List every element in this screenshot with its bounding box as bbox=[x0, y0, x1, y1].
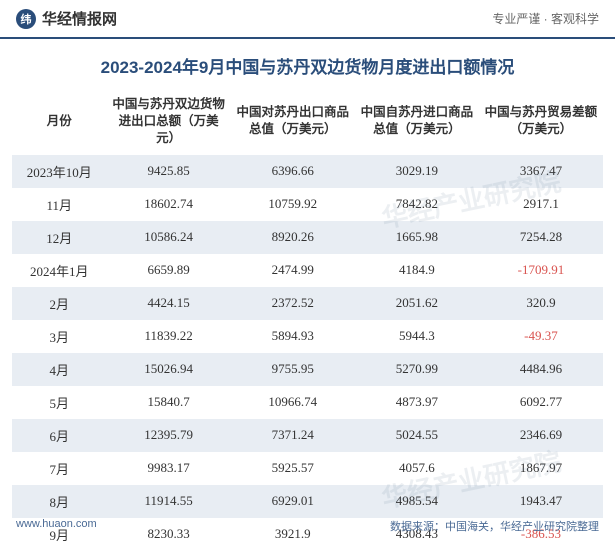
cell-export: 5894.93 bbox=[231, 320, 355, 353]
table-row: 5月15840.710966.744873.976092.77 bbox=[12, 386, 603, 419]
table-row: 2月4424.152372.522051.62320.9 bbox=[12, 287, 603, 320]
cell-balance: 320.9 bbox=[479, 287, 603, 320]
cell-total: 12395.79 bbox=[107, 419, 231, 452]
cell-total: 4424.15 bbox=[107, 287, 231, 320]
cell-total: 9983.17 bbox=[107, 452, 231, 485]
cell-import: 4057.6 bbox=[355, 452, 479, 485]
cell-balance: 1867.97 bbox=[479, 452, 603, 485]
cell-import: 1665.98 bbox=[355, 221, 479, 254]
cell-import: 2051.62 bbox=[355, 287, 479, 320]
table-row: 4月15026.949755.955270.994484.96 bbox=[12, 353, 603, 386]
cell-export: 10966.74 bbox=[231, 386, 355, 419]
page-footer: www.huaon.com 数据来源：中国海关，华经产业研究院整理 bbox=[0, 518, 615, 534]
cell-import: 5024.55 bbox=[355, 419, 479, 452]
col-header-month: 月份 bbox=[12, 88, 107, 155]
page-header: 纬 华经情报网 专业严谨 · 客观科学 bbox=[0, 0, 615, 39]
table-row: 8月11914.556929.014985.541943.47 bbox=[12, 485, 603, 518]
cell-balance: -1709.91 bbox=[479, 254, 603, 287]
cell-import: 5944.3 bbox=[355, 320, 479, 353]
cell-month: 2024年1月 bbox=[12, 254, 107, 287]
cell-month: 4月 bbox=[12, 353, 107, 386]
footer-url: www.huaon.com bbox=[16, 518, 97, 534]
cell-month: 6月 bbox=[12, 419, 107, 452]
cell-import: 4184.9 bbox=[355, 254, 479, 287]
table-row: 11月18602.7410759.927842.822917.1 bbox=[12, 188, 603, 221]
cell-import: 5270.99 bbox=[355, 353, 479, 386]
cell-export: 10759.92 bbox=[231, 188, 355, 221]
tagline: 专业严谨 · 客观科学 bbox=[492, 10, 599, 27]
table-row: 7月9983.175925.574057.61867.97 bbox=[12, 452, 603, 485]
data-table: 月份 中国与苏丹双边货物进出口总额（万美元） 中国对苏丹出口商品总值（万美元） … bbox=[12, 88, 603, 551]
cell-month: 5月 bbox=[12, 386, 107, 419]
cell-month: 2023年10月 bbox=[12, 155, 107, 188]
cell-month: 11月 bbox=[12, 188, 107, 221]
table-container: 月份 中国与苏丹双边货物进出口总额（万美元） 中国对苏丹出口商品总值（万美元） … bbox=[0, 88, 615, 551]
cell-total: 15840.7 bbox=[107, 386, 231, 419]
logo-area: 纬 华经情报网 bbox=[16, 8, 117, 29]
footer-source: 数据来源：中国海关，华经产业研究院整理 bbox=[390, 518, 599, 534]
table-row: 12月10586.248920.261665.987254.28 bbox=[12, 221, 603, 254]
col-header-total: 中国与苏丹双边货物进出口总额（万美元） bbox=[107, 88, 231, 155]
cell-month: 7月 bbox=[12, 452, 107, 485]
cell-total: 11914.55 bbox=[107, 485, 231, 518]
cell-total: 10586.24 bbox=[107, 221, 231, 254]
table-row: 6月12395.797371.245024.552346.69 bbox=[12, 419, 603, 452]
cell-month: 2月 bbox=[12, 287, 107, 320]
cell-balance: 1943.47 bbox=[479, 485, 603, 518]
cell-export: 9755.95 bbox=[231, 353, 355, 386]
table-row: 3月11839.225894.935944.3-49.37 bbox=[12, 320, 603, 353]
cell-balance: 4484.96 bbox=[479, 353, 603, 386]
cell-balance: 2917.1 bbox=[479, 188, 603, 221]
cell-month: 12月 bbox=[12, 221, 107, 254]
cell-month: 8月 bbox=[12, 485, 107, 518]
table-title: 2023-2024年9月中国与苏丹双边货物月度进出口额情况 bbox=[0, 39, 615, 88]
cell-balance: 2346.69 bbox=[479, 419, 603, 452]
cell-balance: 7254.28 bbox=[479, 221, 603, 254]
cell-balance: 3367.47 bbox=[479, 155, 603, 188]
cell-export: 2372.52 bbox=[231, 287, 355, 320]
cell-total: 9425.85 bbox=[107, 155, 231, 188]
cell-export: 5925.57 bbox=[231, 452, 355, 485]
cell-import: 7842.82 bbox=[355, 188, 479, 221]
logo-icon: 纬 bbox=[16, 9, 36, 29]
table-row: 2024年1月6659.892474.994184.9-1709.91 bbox=[12, 254, 603, 287]
col-header-export: 中国对苏丹出口商品总值（万美元） bbox=[231, 88, 355, 155]
cell-export: 7371.24 bbox=[231, 419, 355, 452]
cell-export: 2474.99 bbox=[231, 254, 355, 287]
cell-export: 8920.26 bbox=[231, 221, 355, 254]
cell-balance: -49.37 bbox=[479, 320, 603, 353]
cell-total: 6659.89 bbox=[107, 254, 231, 287]
cell-total: 18602.74 bbox=[107, 188, 231, 221]
cell-export: 6396.66 bbox=[231, 155, 355, 188]
cell-export: 6929.01 bbox=[231, 485, 355, 518]
cell-balance: 6092.77 bbox=[479, 386, 603, 419]
cell-month: 3月 bbox=[12, 320, 107, 353]
cell-import: 4985.54 bbox=[355, 485, 479, 518]
cell-import: 4873.97 bbox=[355, 386, 479, 419]
logo-text: 华经情报网 bbox=[42, 8, 117, 29]
cell-total: 11839.22 bbox=[107, 320, 231, 353]
cell-total: 15026.94 bbox=[107, 353, 231, 386]
table-header-row: 月份 中国与苏丹双边货物进出口总额（万美元） 中国对苏丹出口商品总值（万美元） … bbox=[12, 88, 603, 155]
cell-import: 3029.19 bbox=[355, 155, 479, 188]
col-header-balance: 中国与苏丹贸易差额（万美元） bbox=[479, 88, 603, 155]
table-row: 2023年10月9425.856396.663029.193367.47 bbox=[12, 155, 603, 188]
table-body: 2023年10月9425.856396.663029.193367.4711月1… bbox=[12, 155, 603, 551]
col-header-import: 中国自苏丹进口商品总值（万美元） bbox=[355, 88, 479, 155]
